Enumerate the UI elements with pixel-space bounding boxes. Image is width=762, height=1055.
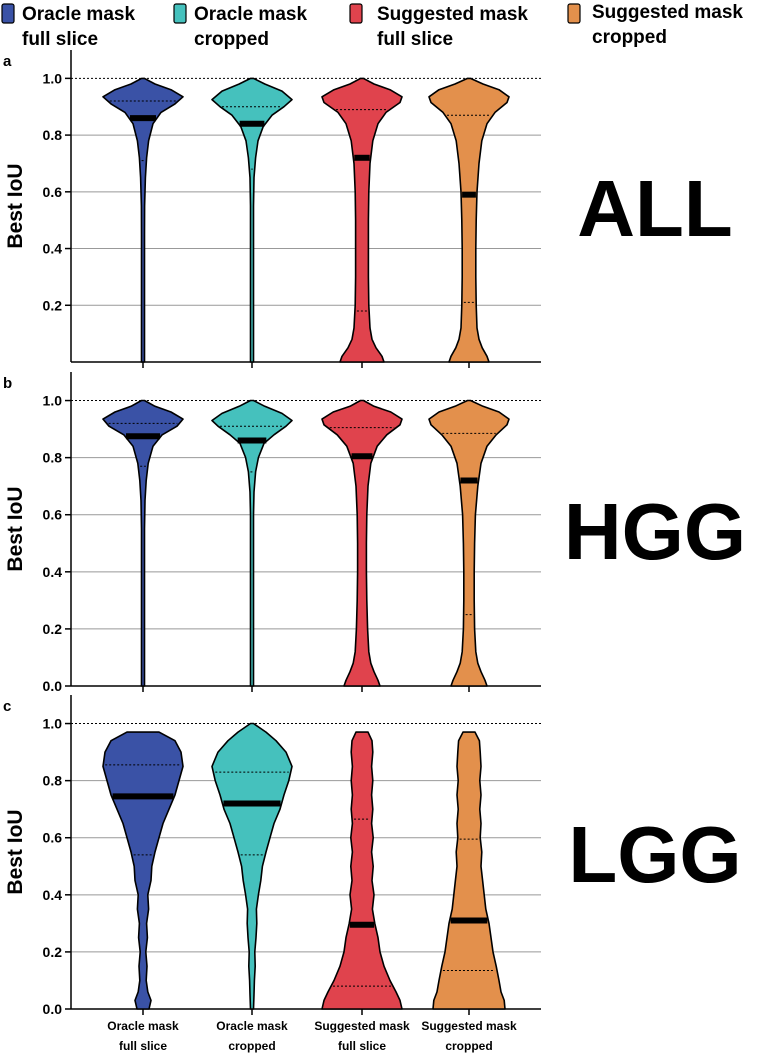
- y-tick-label: 0.8: [43, 450, 63, 466]
- y-tick-label: 0.8: [43, 773, 63, 789]
- violin-suggested-cropped: [432, 731, 506, 1010]
- y-tick-label: 0.2: [43, 944, 63, 960]
- group-label: LGG: [568, 810, 741, 899]
- legend: Oracle mask full slice Oracle mask cropp…: [1, 2, 743, 50]
- y-tick-label: 0.4: [43, 887, 63, 903]
- violin-suggested-full: [321, 77, 403, 363]
- legend-swatch-suggested-full: [349, 3, 363, 24]
- legend-item-suggested-full: Suggested mask full slice: [349, 3, 528, 50]
- violin-oracle-full: [102, 399, 184, 687]
- legend-item-oracle-full: Oracle mask full slice: [1, 3, 135, 50]
- panel-lgg: 0.0 0.2 0.4 0.6 0.8 1.0 c Best IoU LGG: [3, 695, 742, 1017]
- panel-hgg: 0.0 0.2 0.4 0.6 0.8 1.0 b Best IoU HGG: [3, 372, 746, 694]
- y-tick-label: 0.4: [43, 241, 63, 257]
- x-label-suggested-cropped-line1: Suggested mask: [421, 1019, 517, 1033]
- y-axis-label: Best IoU: [4, 486, 27, 571]
- y-tick-label: 0.0: [43, 678, 63, 694]
- panel-letter: c: [3, 698, 11, 715]
- x-label-oracle-cropped-line1: Oracle mask: [216, 1019, 288, 1033]
- x-label-suggested-full-line1: Suggested mask: [314, 1019, 410, 1033]
- violin-oracle-cropped: [211, 77, 293, 363]
- y-tick-label: 0.0: [43, 1001, 63, 1017]
- legend-swatch-oracle-cropped: [173, 3, 187, 24]
- y-tick-label: 0.6: [43, 184, 63, 200]
- legend-label-suggested-full-line2: full slice: [377, 29, 453, 50]
- x-label-oracle-cropped-line2: cropped: [228, 1039, 275, 1053]
- x-label-suggested-cropped-line2: cropped: [445, 1039, 492, 1053]
- y-tick-label: 1.0: [43, 716, 63, 732]
- legend-label-oracle-cropped-line2: cropped: [194, 29, 269, 50]
- legend-label-oracle-cropped-line1: Oracle mask: [194, 4, 307, 25]
- y-tick-label: 0.4: [43, 564, 63, 580]
- panel-letter: a: [3, 53, 12, 70]
- y-tick-label: 0.6: [43, 830, 63, 846]
- legend-label-oracle-full-line1: Oracle mask: [22, 4, 135, 25]
- violin-oracle-full: [102, 731, 184, 1010]
- legend-label-suggested-cropped-line2: cropped: [592, 27, 667, 48]
- panel-all: 0.2 0.4 0.6 0.8 1.0 a Best IoU ALL: [3, 50, 733, 368]
- group-label: ALL: [577, 164, 733, 253]
- y-tick-label: 0.2: [43, 621, 63, 637]
- x-category-labels: Oracle mask full slice Oracle mask cropp…: [107, 1019, 517, 1053]
- violin-oracle-full: [102, 77, 184, 363]
- y-tick-label: 1.0: [43, 70, 63, 86]
- y-axis-label: Best IoU: [4, 809, 27, 894]
- y-tick-label: 0.6: [43, 507, 63, 523]
- violin-oracle-cropped: [211, 399, 293, 687]
- y-axis-label: Best IoU: [4, 163, 27, 248]
- violin-suggested-full: [321, 731, 403, 1010]
- violin-suggested-cropped: [428, 77, 510, 363]
- violin-suggested-cropped: [428, 399, 510, 687]
- legend-item-oracle-cropped: Oracle mask cropped: [173, 3, 307, 50]
- legend-item-suggested-cropped: Suggested mask cropped: [567, 2, 743, 48]
- violin-oracle-cropped: [211, 722, 293, 1010]
- legend-swatch-suggested-cropped: [567, 3, 581, 24]
- y-tick-label: 1.0: [43, 393, 63, 409]
- legend-label-oracle-full-line2: full slice: [22, 29, 98, 50]
- legend-label-suggested-cropped-line1: Suggested mask: [592, 2, 743, 23]
- x-label-oracle-full-line2: full slice: [119, 1039, 167, 1053]
- legend-label-suggested-full-line1: Suggested mask: [377, 4, 528, 25]
- y-tick-label: 0.2: [43, 297, 63, 313]
- group-label: HGG: [564, 487, 746, 576]
- y-tick-label: 0.8: [43, 127, 63, 143]
- panel-letter: b: [3, 375, 12, 392]
- x-label-suggested-full-line2: full slice: [338, 1039, 386, 1053]
- violin-suggested-full: [321, 399, 403, 687]
- legend-swatch-oracle-full: [1, 3, 15, 24]
- x-label-oracle-full-line1: Oracle mask: [107, 1019, 179, 1033]
